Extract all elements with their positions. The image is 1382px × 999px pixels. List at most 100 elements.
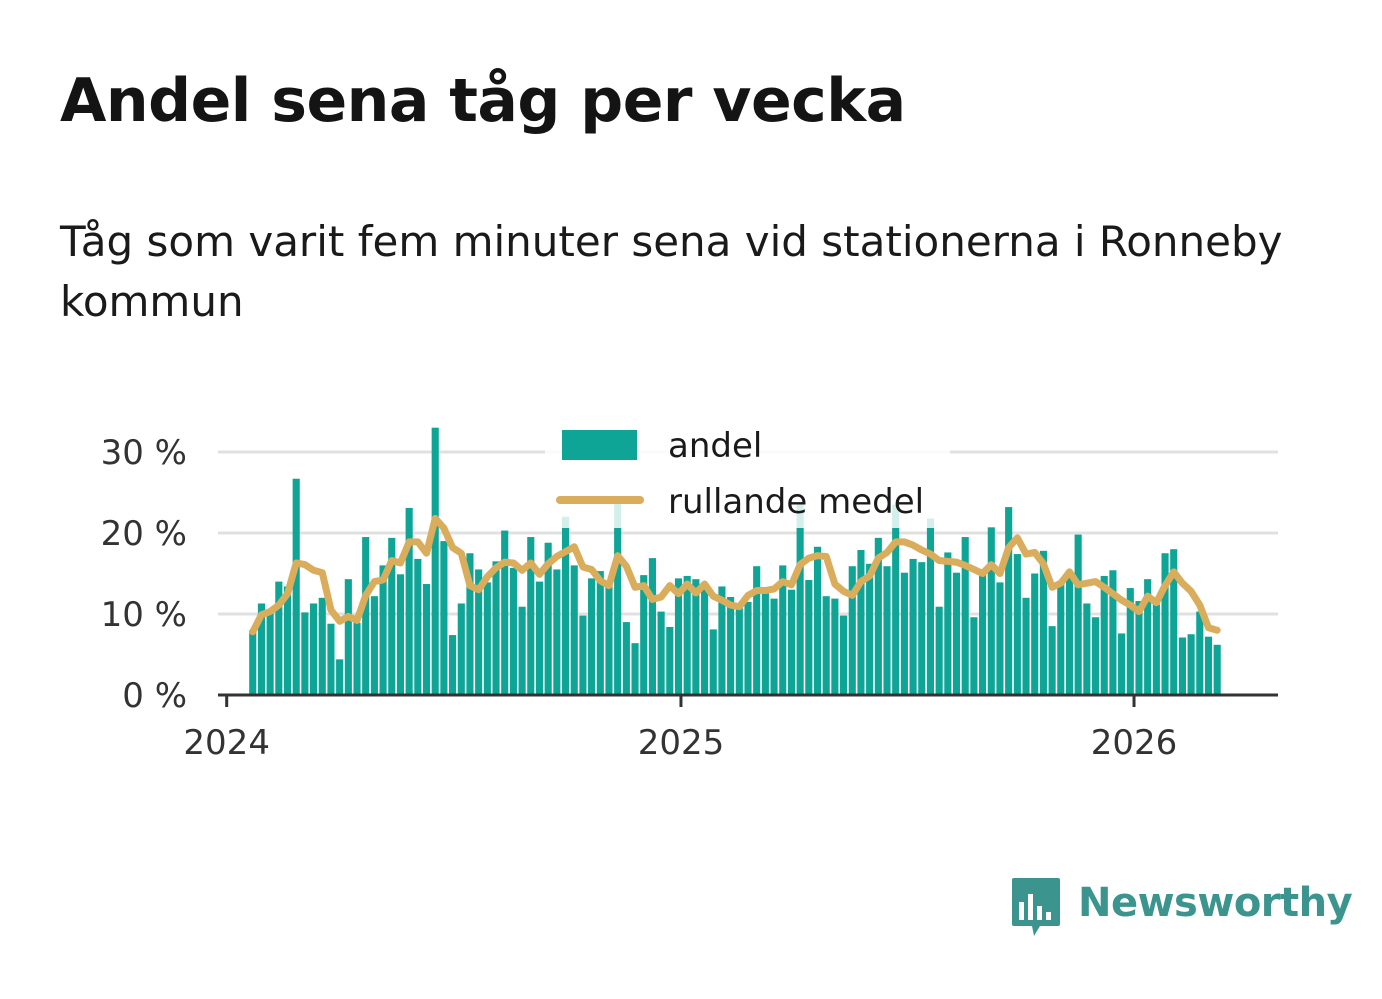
bar-andel bbox=[779, 565, 787, 695]
bar-andel bbox=[318, 597, 326, 695]
bar-andel bbox=[283, 586, 292, 695]
legend-label-andel: andel bbox=[668, 426, 762, 466]
bar-andel bbox=[1178, 637, 1186, 695]
bar-andel bbox=[405, 507, 413, 695]
bar-andel bbox=[518, 606, 526, 695]
bar-andel bbox=[996, 582, 1004, 695]
chart-title: Andel sena tåg per vecka bbox=[60, 66, 906, 136]
bar-andel bbox=[1091, 617, 1100, 695]
bar-andel bbox=[553, 569, 561, 695]
bar-andel bbox=[1039, 550, 1047, 695]
bar-andel bbox=[544, 542, 552, 695]
bar-andel bbox=[1196, 611, 1204, 695]
bar-andel bbox=[761, 588, 769, 695]
bar-andel bbox=[631, 643, 639, 695]
bar-andel bbox=[909, 558, 917, 695]
bar-andel bbox=[831, 598, 839, 695]
bar-andel bbox=[379, 565, 387, 695]
bar-andel bbox=[1048, 626, 1056, 695]
bar-andel bbox=[414, 558, 422, 695]
y-tick-label: 30 % bbox=[101, 433, 187, 473]
y-tick-label: 0 % bbox=[122, 676, 187, 716]
bar-andel bbox=[249, 630, 257, 695]
bar-andel bbox=[1109, 570, 1117, 695]
bar-andel bbox=[301, 612, 309, 695]
bar-andel bbox=[892, 504, 900, 695]
bar-andel bbox=[327, 623, 335, 695]
bar-andel bbox=[561, 516, 570, 695]
bar-andel bbox=[596, 571, 604, 695]
bar-andel bbox=[527, 537, 535, 695]
bar-andel bbox=[735, 606, 743, 695]
bar-andel bbox=[796, 503, 804, 695]
bar-andel bbox=[1118, 633, 1126, 695]
bar-andel bbox=[1100, 575, 1108, 695]
bar-andel bbox=[1161, 553, 1169, 695]
bar-andel bbox=[987, 527, 995, 695]
bar-andel bbox=[475, 569, 483, 695]
bar-andel bbox=[310, 603, 318, 695]
bar-andel bbox=[1057, 584, 1065, 695]
bar-andel bbox=[353, 622, 361, 695]
bar-andel bbox=[874, 537, 882, 695]
rolling-average-line bbox=[249, 514, 1221, 636]
bar-andel bbox=[674, 578, 683, 695]
bar-chart-speech-bubble-icon bbox=[1012, 878, 1060, 936]
brand-name: Newsworthy bbox=[1078, 880, 1353, 926]
bar-andel bbox=[501, 530, 509, 695]
bar-andel bbox=[1152, 604, 1160, 695]
bar-andel bbox=[622, 622, 630, 695]
bar-andel bbox=[388, 537, 396, 695]
bar-andel bbox=[1083, 603, 1091, 695]
bar-andel bbox=[709, 629, 717, 695]
bar-andel bbox=[883, 566, 891, 695]
andel-bars bbox=[249, 427, 1221, 695]
bar-andel bbox=[900, 572, 908, 695]
bar-andel bbox=[440, 541, 448, 695]
bar-andel bbox=[509, 567, 517, 695]
bar-andel bbox=[727, 596, 735, 695]
bar-andel bbox=[961, 537, 969, 695]
bar-andel bbox=[1013, 554, 1021, 695]
bar-andel bbox=[579, 615, 587, 695]
bar-andel bbox=[257, 603, 265, 695]
bar-andel bbox=[449, 635, 457, 695]
bar-andel bbox=[266, 611, 274, 695]
bar-andel bbox=[944, 552, 952, 695]
legend-label-rullande-medel: rullande medel bbox=[668, 482, 924, 522]
bar-andel bbox=[666, 626, 674, 695]
bar-andel bbox=[605, 583, 613, 695]
bar-andel bbox=[1144, 579, 1152, 695]
bar-andel bbox=[935, 606, 943, 695]
bar-andel bbox=[1022, 597, 1030, 695]
bar-andel bbox=[466, 553, 474, 695]
bar-andel bbox=[275, 581, 283, 695]
bar-andel bbox=[1204, 636, 1213, 695]
legend: andel rullande medel bbox=[545, 420, 950, 528]
chart-subtitle: Tåg som varit fem minuter sena vid stati… bbox=[60, 217, 1283, 326]
bar-andel bbox=[813, 546, 822, 695]
bar-andel bbox=[657, 611, 665, 695]
bar-andel bbox=[570, 565, 578, 695]
bar-andel bbox=[648, 558, 656, 695]
bar-andel bbox=[640, 575, 648, 695]
bar-andel bbox=[362, 537, 370, 695]
bar-andel bbox=[370, 596, 378, 695]
bar-andel bbox=[1126, 588, 1134, 695]
bar-andel bbox=[770, 598, 778, 695]
bar-andel bbox=[1213, 644, 1221, 695]
bar-andel bbox=[588, 578, 596, 695]
x-tick-label: 2026 bbox=[1091, 723, 1178, 763]
bar-andel bbox=[787, 589, 795, 695]
bar-andel bbox=[848, 566, 856, 695]
y-tick-label: 20 % bbox=[101, 514, 187, 554]
bar-andel bbox=[970, 617, 978, 695]
bar-andel bbox=[926, 518, 935, 695]
bar-andel bbox=[535, 581, 544, 695]
bar-andel bbox=[614, 502, 622, 695]
bar-andel bbox=[457, 603, 465, 695]
bar-andel bbox=[683, 575, 691, 695]
bar-andel bbox=[718, 586, 726, 695]
legend-swatch-andel bbox=[562, 430, 637, 460]
bar-andel bbox=[1187, 634, 1195, 695]
